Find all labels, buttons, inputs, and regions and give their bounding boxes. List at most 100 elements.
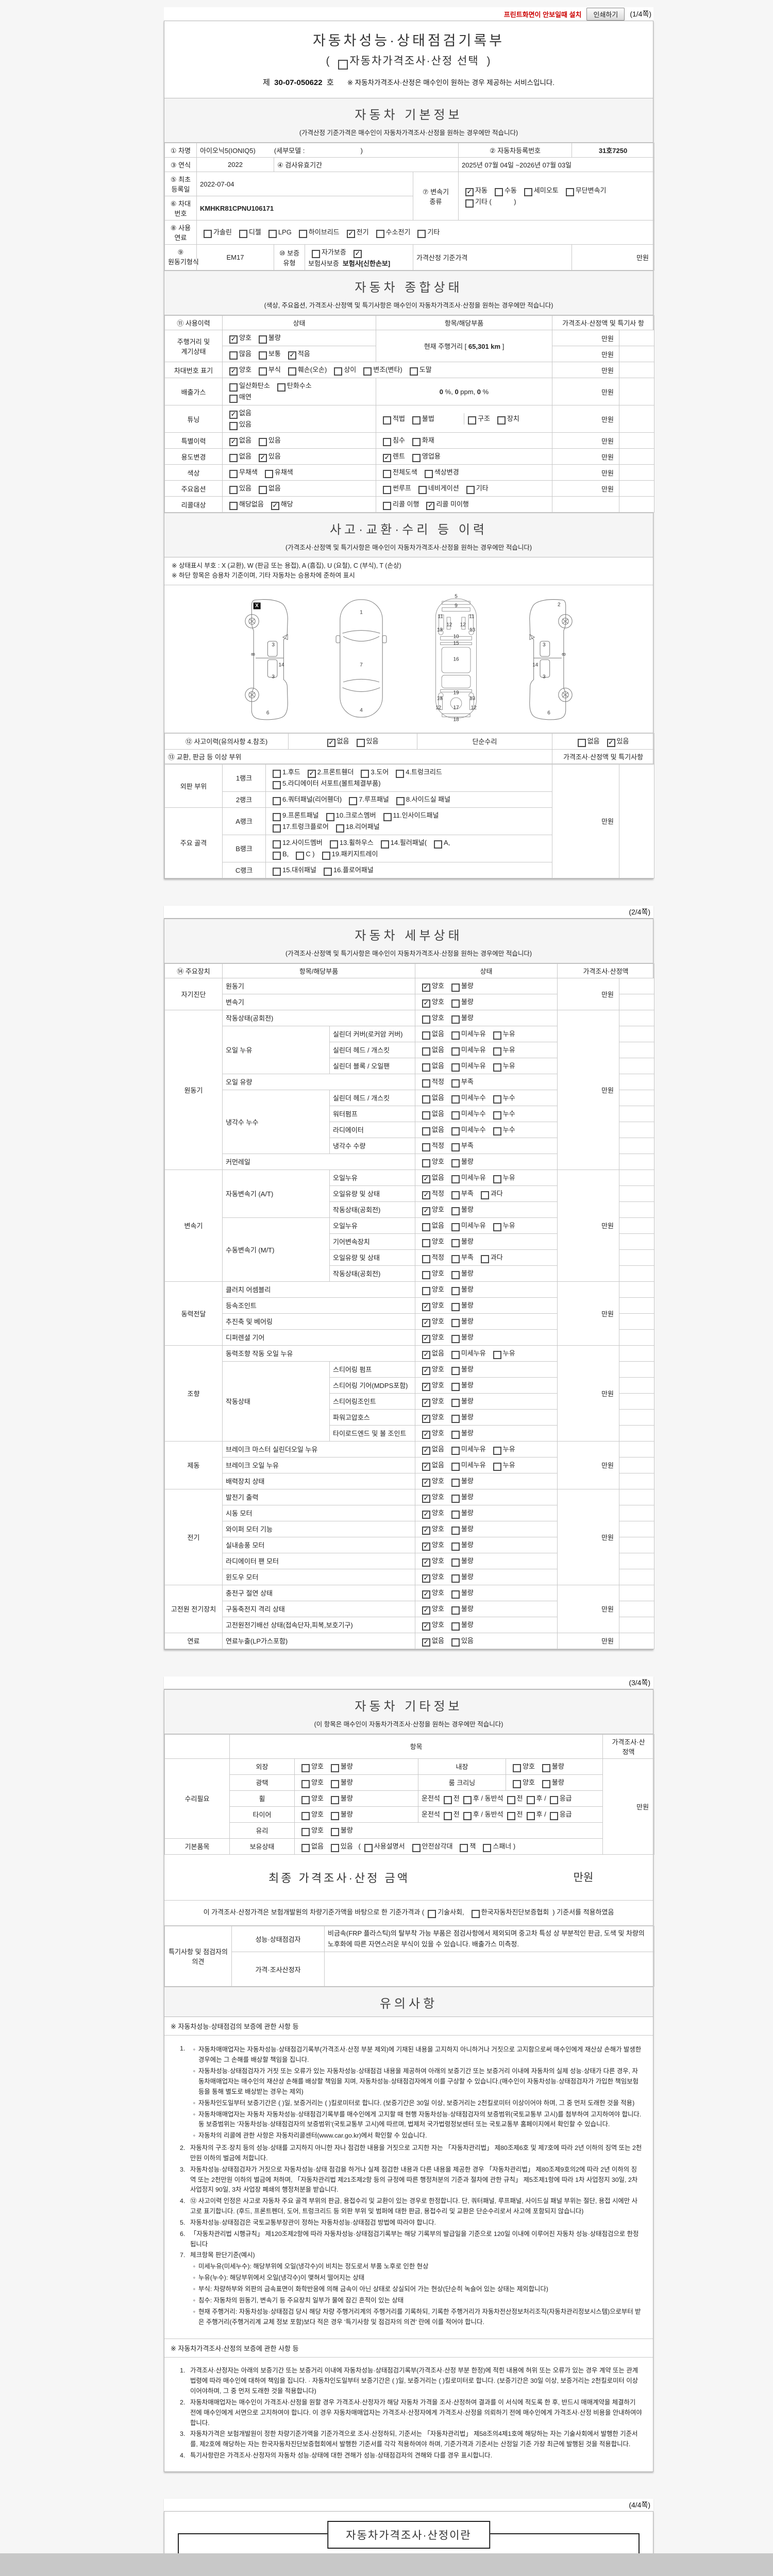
notice-item: 6. 「자동차관리법 시행규칙」 제120조제2항에 따라 자동차성능·상태점검기… bbox=[180, 2229, 643, 2250]
document-column: 프린트화면이 안보일때 설치 인쇄하기 (1/4쪽) 자동차성능·상태점검기록부… bbox=[164, 7, 655, 2576]
checkbox-unchecked bbox=[493, 1350, 501, 1359]
element: KMHKR81CPNU106171 bbox=[196, 196, 413, 221]
checkbox-label: 불량 bbox=[551, 1762, 564, 1770]
checkbox-unchecked bbox=[465, 199, 474, 208]
detail-row: 타이로드엔드 및 볼 조인트 ✓ 양호 불량 bbox=[165, 1425, 654, 1442]
note-cell bbox=[619, 1185, 654, 1202]
checkbox-unchecked bbox=[418, 486, 427, 494]
note-cell bbox=[619, 1536, 654, 1553]
printer-install-link[interactable]: 프린트화면이 안보일때 설치 bbox=[503, 10, 582, 19]
element bbox=[619, 346, 654, 362]
checkbox-label: 불량 bbox=[461, 1013, 474, 1022]
notice-item-body: 「자동차관리법 시행규칙」 제120조제2항에 따라 자동차성능·상태점검기록부… bbox=[190, 2229, 643, 2250]
element bbox=[446, 617, 451, 630]
diagram-part-number: 8 bbox=[561, 653, 567, 656]
state-cell: 없음 미세누수 누수 bbox=[415, 1089, 558, 1106]
element bbox=[619, 496, 654, 513]
checkbox-label: 불량 bbox=[461, 1604, 474, 1613]
sub-group-label: 수동변속기 (M/T) bbox=[222, 1217, 330, 1282]
checkbox-label: 자동차가격조사·산정 선택 bbox=[349, 55, 479, 67]
element: 기본품목 보유상태 없음 있음 ( 사용설명서 안전삼각대 잭 스패너 ) bbox=[164, 1838, 654, 1855]
element: ⑩ 보증 유형 bbox=[274, 244, 305, 270]
element: ✓ 양호 부식 훼손(오손) 상이 변조(변타) 도말 bbox=[222, 362, 552, 378]
section-note: (이 항목은 매수인이 자동차가격조사·산정을 원하는 경우에만 적습니다) bbox=[314, 1720, 503, 1728]
element bbox=[540, 659, 550, 677]
element: ⑫ 사고이력(유의사항 4.참조) bbox=[164, 733, 289, 750]
checkbox-unchecked bbox=[471, 1909, 480, 1918]
note-cell bbox=[619, 1169, 654, 1186]
checkbox-unchecked bbox=[493, 1063, 501, 1072]
notice-part2-body: 1. 가격조사·산정자는 아래의 보증기간 또는 보증거리 이내에 자동차성능·상… bbox=[164, 2358, 653, 2471]
element bbox=[450, 697, 462, 709]
element bbox=[552, 496, 619, 513]
checkbox-unchecked bbox=[301, 1827, 310, 1836]
checkbox-label: 불량 bbox=[461, 1301, 474, 1309]
notice-item-text: ⑫ 사고이력 인정은 사고로 자동차 주요 골격 부위의 판금, 용접수리 및 … bbox=[190, 2197, 638, 2215]
state-cell: ✓ 양호 불량 bbox=[415, 1488, 558, 1505]
note-cell bbox=[619, 1233, 654, 1250]
element: 유리 bbox=[229, 1822, 295, 1839]
checkbox-label: 누유 bbox=[502, 1061, 515, 1070]
checkbox-label: 자동 bbox=[475, 186, 488, 194]
note-cell bbox=[619, 1440, 654, 1458]
checkbox-label: 19.패키지트레이 bbox=[331, 850, 378, 858]
element: 만원 bbox=[552, 480, 619, 497]
checkbox-unchecked bbox=[312, 250, 320, 258]
element: ⑥ 차대 번호 bbox=[164, 196, 197, 221]
checkbox-label: 탄화수소 bbox=[287, 382, 312, 389]
checkbox-unchecked bbox=[330, 1764, 339, 1772]
notice-item-body: 특기사항란은 가격조사·산정자의 자동차 성능·상태에 대한 견해가 성능·상태… bbox=[190, 2451, 643, 2461]
checkbox-label: 침수 bbox=[393, 436, 405, 444]
notice-item: 1. ◦ 자동차매매업자는 자동차성능·상태점검기록부(가격조사·산정 부분 제외)… bbox=[180, 2044, 643, 2142]
element bbox=[619, 432, 654, 449]
notice-item-body: 자동차성능·상태점검자가 거짓으로 자동차성능·상태 점검을 하거나 실제 점검… bbox=[190, 2165, 643, 2196]
print-button[interactable]: 인쇄하기 bbox=[586, 7, 625, 21]
checkbox-label: 없음 bbox=[432, 1173, 444, 1181]
element: ⑪ 사용이력 상태 항목/해당부품 가격조사·산정액 및 특기사 항 주행거리 … bbox=[164, 315, 654, 513]
checkbox-unchecked bbox=[273, 840, 281, 849]
element: 만원 bbox=[602, 1758, 655, 1855]
element: ⑧ 사용 연료 가솔린 디젤 LPG 하이브리드 ✓ 전기 수소전기 기타 bbox=[164, 220, 654, 245]
notice-sub-item: ◦ 자동차매매업자는 자동차성능·상태점검기록부(가격조사·산정 부분 제외)에 … bbox=[190, 2045, 643, 2065]
element: 수리필요 외장 양호 불량 내장 양호 불량 만원 bbox=[164, 1758, 655, 1855]
symbol-notes: ※ 상태표시 부호 : X (교환), W (판금 또는 용접), A (흠집)… bbox=[164, 557, 653, 585]
checkbox-label: 4.트렁크리드 bbox=[406, 768, 442, 776]
element bbox=[267, 659, 278, 677]
checkbox-label: 과다 bbox=[490, 1253, 503, 1261]
car-underbody-outline-icon bbox=[435, 598, 477, 718]
element bbox=[562, 691, 569, 699]
element: 가격산정 기준가격 bbox=[413, 244, 572, 270]
notice-item-number: 7. bbox=[180, 2251, 186, 2259]
checkbox-label: 스패너 ) bbox=[493, 1842, 516, 1850]
checkbox-unchecked bbox=[338, 60, 348, 70]
checkbox-label: 5.라디에이터 서포트(볼트체결부품) bbox=[282, 779, 381, 787]
checkbox-checked: ✓ bbox=[229, 438, 238, 446]
checkbox-unchecked bbox=[451, 1430, 460, 1439]
notice-item-text: 가격조사·산정자는 아래의 보증기간 또는 보증거리 이내에 자동차성능·상태점… bbox=[190, 2367, 638, 2395]
element: ③ 연식 bbox=[164, 157, 197, 172]
element bbox=[540, 640, 550, 657]
checkbox-label: 없음 bbox=[432, 1029, 444, 1038]
item-label: 오일유량 및 상태 bbox=[329, 1185, 415, 1202]
element: ⑬ 교환, 판금 등 이상 부위 bbox=[164, 749, 552, 764]
checkbox-checked: ✓ bbox=[422, 1462, 430, 1471]
checkbox-label: 양호 bbox=[432, 1381, 444, 1389]
checkbox-unchecked bbox=[239, 230, 247, 238]
document-number: 제 30-07-050622 호 bbox=[263, 77, 334, 88]
checkbox-unchecked bbox=[451, 1159, 460, 1167]
item-label: 냉각수 수량 bbox=[329, 1137, 415, 1154]
checkbox-unchecked bbox=[383, 416, 391, 425]
element: 비금속(FRP 플라스틱)의 탈부착 가능 부품은 점검사항에서 제외되며 중고… bbox=[324, 1925, 654, 1953]
text-segment: 운전석 bbox=[422, 1810, 440, 1818]
checkbox-unchecked bbox=[422, 1255, 430, 1263]
checkbox-label: 10.크로스멤버 bbox=[335, 811, 376, 819]
checkbox-unchecked bbox=[301, 1764, 310, 1772]
state-cell: ✓ 양호 불량 bbox=[415, 1313, 558, 1330]
notice-sub-text: 자동차매매업자는 자동차성능·상태점검기록부(가격조사·산정 부분 제외)에 기… bbox=[198, 2046, 642, 2064]
section-accident-history: 사고·교환·수리 등 이력 (가격조사·산정액 및 특기사항은 매수인이 자동차… bbox=[164, 513, 653, 557]
checkbox-label: 없음 bbox=[432, 1061, 444, 1070]
item-label: 시동 모터 bbox=[222, 1504, 415, 1521]
text-segment: % bbox=[481, 387, 489, 396]
checkbox-label: 없음 bbox=[432, 1221, 444, 1229]
checkbox-label: 불량 bbox=[461, 1381, 474, 1389]
